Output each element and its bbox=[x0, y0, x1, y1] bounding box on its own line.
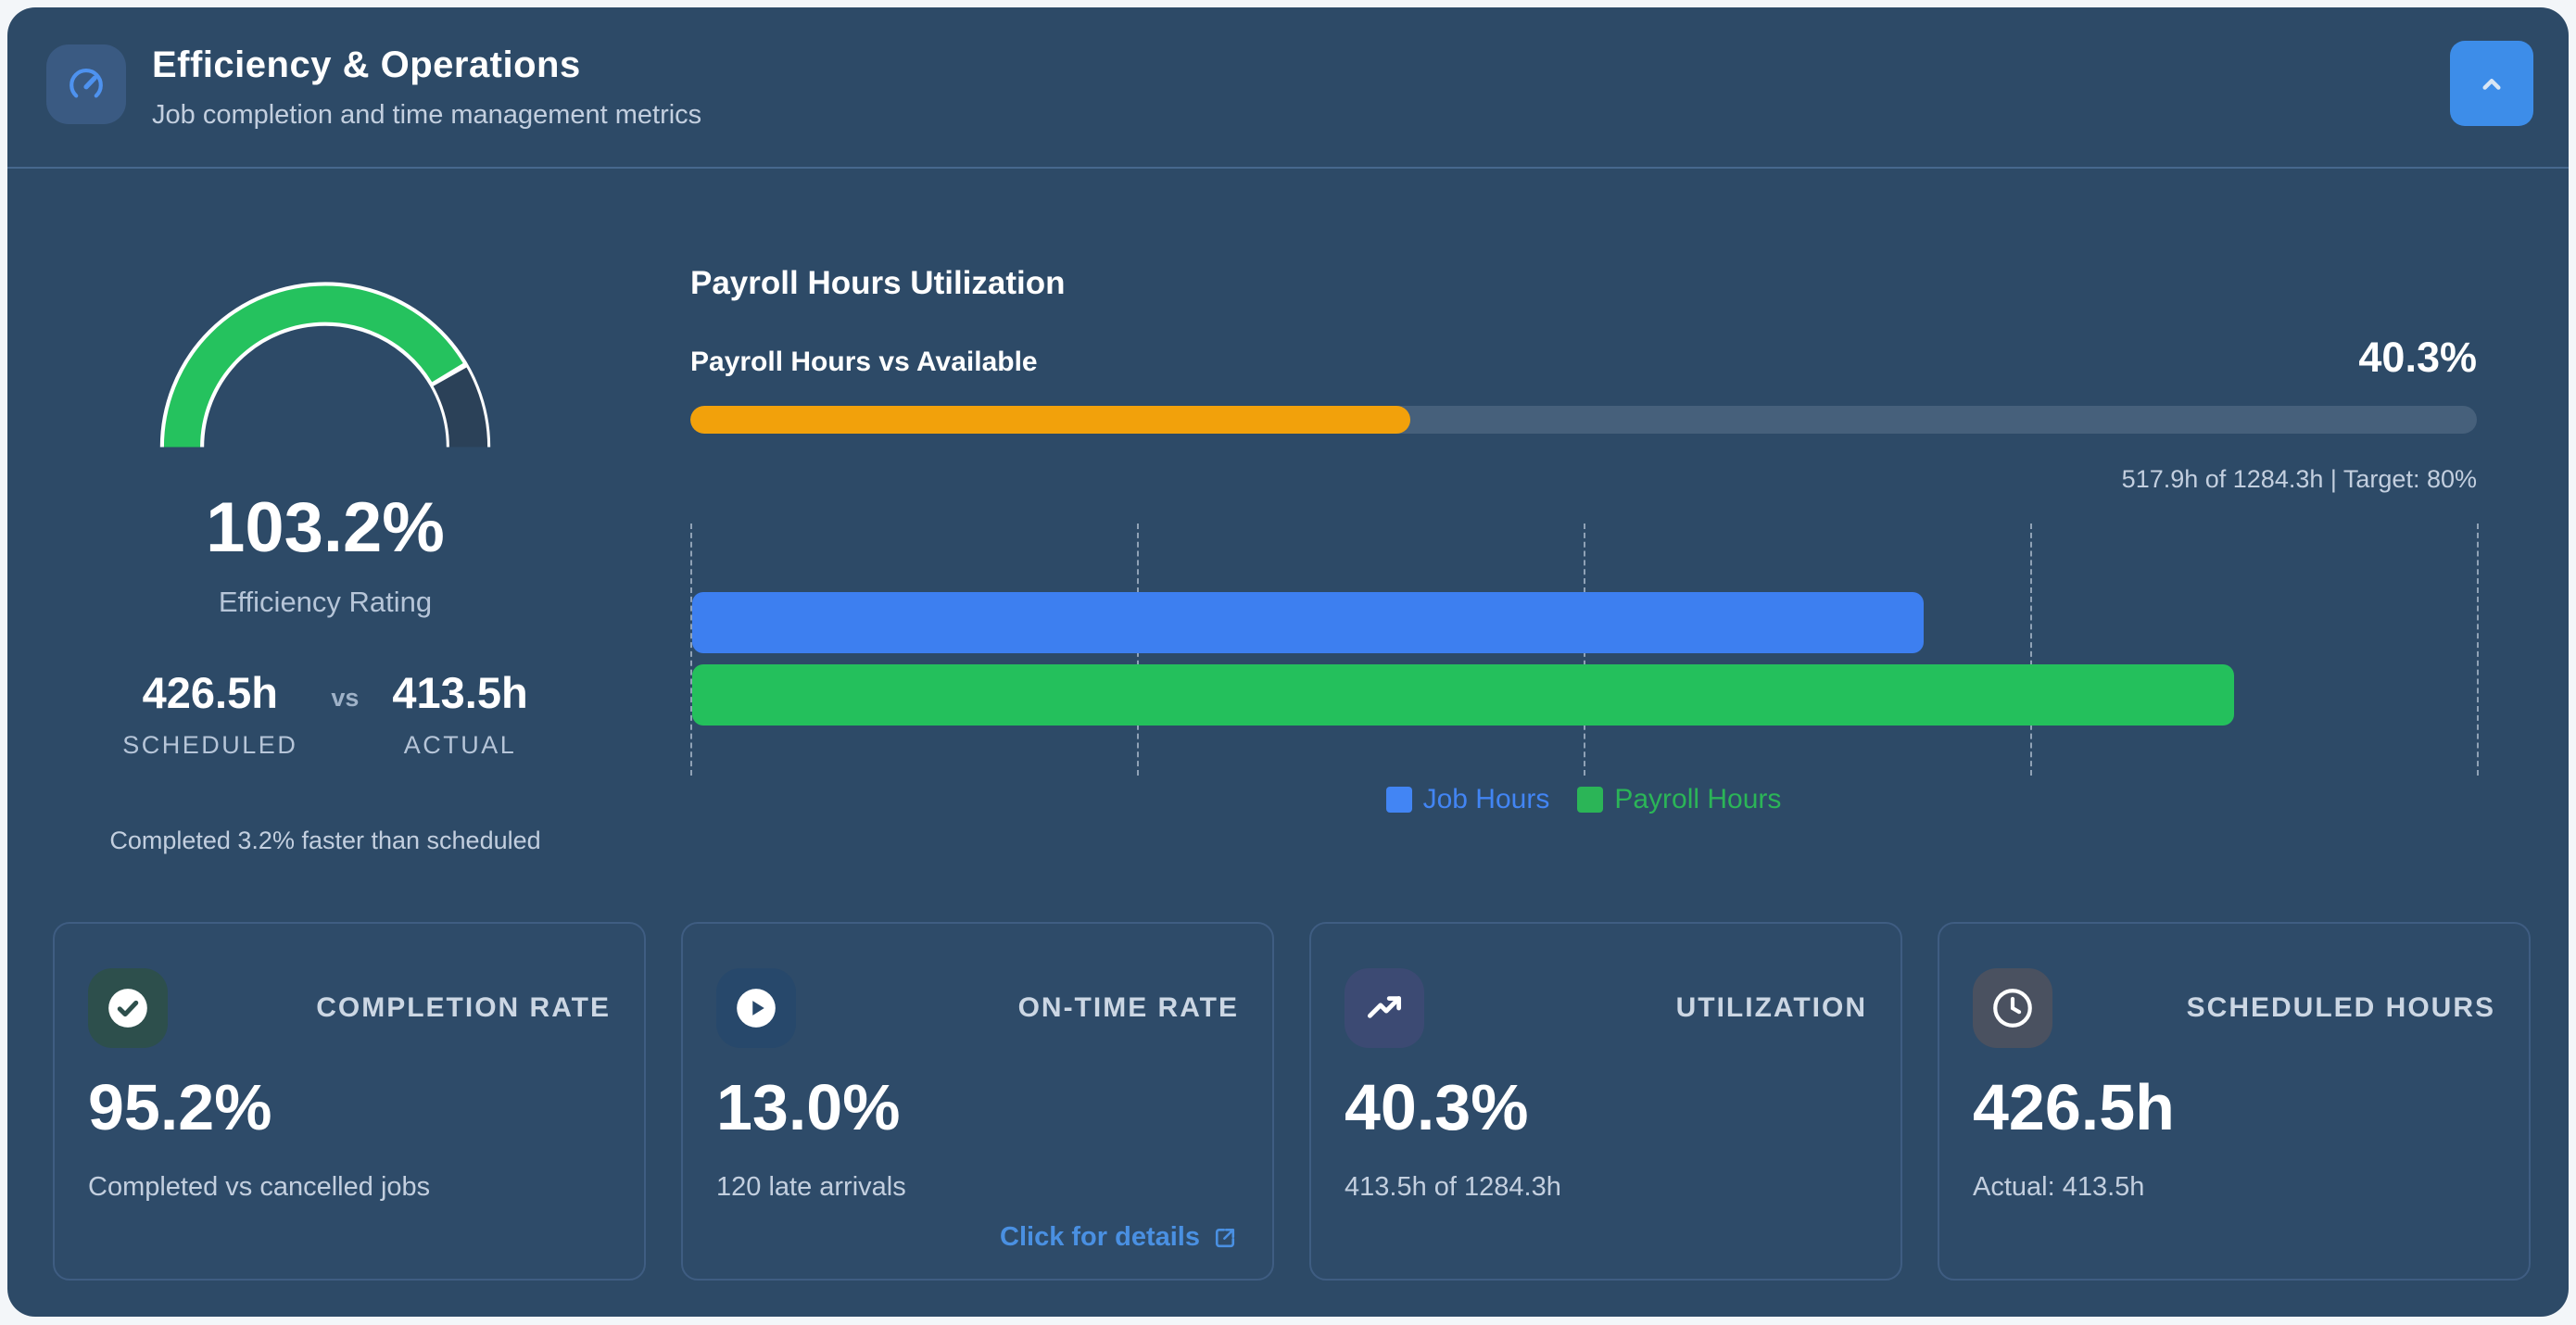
card-subtitle: 120 late arrivals bbox=[716, 1172, 906, 1202]
efficiency-rating-label: Efficiency Rating bbox=[218, 586, 433, 618]
click-for-details-label: Click for details bbox=[1000, 1222, 1200, 1252]
scheduled-vs-actual: 426.5h SCHEDULED vs 413.5h ACTUAL bbox=[66, 667, 585, 760]
scheduled-hours-card-value: 426.5h bbox=[1973, 1071, 2175, 1143]
efficiency-gauge bbox=[159, 282, 491, 448]
payroll-section: Payroll Hours Utilization Payroll Hours … bbox=[690, 7, 2479, 1317]
page-title: Efficiency & Operations bbox=[152, 44, 581, 85]
job-hours-bar bbox=[692, 592, 1924, 653]
legend-item-job-hours: Job Hours bbox=[1385, 784, 1550, 815]
completion-rate-value: 95.2% bbox=[88, 1071, 272, 1143]
actual-hours-value: 413.5h bbox=[392, 668, 528, 717]
panel-header: Efficiency & Operations Job completion a… bbox=[7, 7, 2569, 169]
payroll-bar-title: Payroll Hours vs Available bbox=[690, 347, 1038, 377]
play-circle-icon bbox=[716, 968, 796, 1048]
payroll-progress-fill bbox=[690, 406, 1410, 434]
page-subtitle: Job completion and time management metri… bbox=[152, 100, 702, 130]
check-circle-icon bbox=[88, 968, 168, 1048]
payroll-hours-bar bbox=[692, 664, 2235, 726]
payroll-progress-caption: 517.9h of 1284.3h | Target: 80% bbox=[2121, 465, 2477, 493]
legend-item-payroll-hours: Payroll Hours bbox=[1577, 784, 1781, 815]
efficiency-note: Completed 3.2% faster than scheduled bbox=[109, 827, 541, 854]
payroll-progress-track bbox=[690, 406, 2477, 434]
chart-legend: Job Hours Payroll Hours bbox=[690, 784, 2477, 815]
on-time-rate-value: 13.0% bbox=[716, 1071, 901, 1143]
actual-hours-label: ACTUAL bbox=[403, 731, 517, 759]
card-subtitle: Completed vs cancelled jobs bbox=[88, 1172, 431, 1202]
card-subtitle: 413.5h of 1284.3h bbox=[1345, 1172, 1561, 1202]
actual-hours-block: 413.5h ACTUAL bbox=[392, 667, 527, 760]
job-hours-swatch bbox=[1385, 787, 1412, 813]
card-title: UTILIZATION bbox=[1675, 992, 1867, 1023]
header-icon-box bbox=[46, 44, 126, 124]
on-time-rate-card[interactable]: ON-TIME RATE 13.0% 120 late arrivals Cli… bbox=[681, 922, 1274, 1281]
external-link-icon bbox=[1215, 1228, 1235, 1247]
card-title: ON-TIME RATE bbox=[1017, 992, 1239, 1023]
click-for-details-link[interactable]: Click for details bbox=[1000, 1222, 1239, 1253]
completion-rate-card: COMPLETION RATE 95.2% Completed vs cance… bbox=[53, 922, 646, 1281]
gridline bbox=[2030, 524, 2032, 776]
gauge-fill bbox=[163, 285, 487, 448]
card-subtitle: Actual: 413.5h bbox=[1973, 1172, 2145, 1202]
clock-icon bbox=[1973, 968, 2052, 1048]
card-title: SCHEDULED HOURS bbox=[2186, 992, 2495, 1023]
scheduled-hours-value: 426.5h bbox=[142, 668, 278, 717]
job-hours-legend-label: Job Hours bbox=[1422, 784, 1550, 814]
payroll-section-title: Payroll Hours Utilization bbox=[690, 265, 1066, 301]
speedometer-icon bbox=[69, 69, 103, 98]
utilization-card: UTILIZATION 40.3% 413.5h of 1284.3h bbox=[1309, 922, 1902, 1281]
payroll-hours-swatch bbox=[1577, 787, 1604, 813]
gridline bbox=[690, 524, 692, 776]
efficiency-rating-value: 103.2% bbox=[206, 488, 445, 567]
payroll-percent-value: 40.3% bbox=[2358, 334, 2477, 381]
payroll-hours-legend-label: Payroll Hours bbox=[1614, 784, 1782, 814]
card-title: COMPLETION RATE bbox=[316, 992, 611, 1023]
efficiency-operations-panel: Efficiency & Operations Job completion a… bbox=[7, 7, 2569, 1317]
trending-up-icon bbox=[1345, 968, 1424, 1048]
chevron-up-icon bbox=[2482, 79, 2501, 90]
scheduled-hours-block: 426.5h SCHEDULED bbox=[122, 667, 297, 760]
collapse-section-button[interactable] bbox=[2450, 41, 2533, 126]
scheduled-hours-label: SCHEDULED bbox=[122, 731, 298, 759]
scheduled-hours-card: SCHEDULED HOURS 426.5h Actual: 413.5h bbox=[1938, 922, 2531, 1281]
utilization-value: 40.3% bbox=[1345, 1071, 1529, 1143]
vs-label: vs bbox=[331, 684, 360, 712]
gridline bbox=[2477, 524, 2479, 776]
hours-bar-chart bbox=[690, 524, 2479, 776]
